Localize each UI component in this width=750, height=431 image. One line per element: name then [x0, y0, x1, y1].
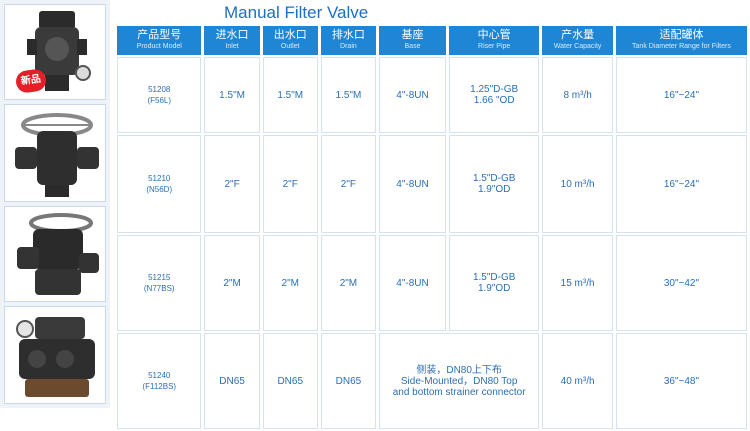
- cell-base: 4"-8UN: [379, 57, 447, 133]
- cell-drain: DN65: [320, 333, 376, 429]
- valve-photo-f112bs: [4, 306, 106, 404]
- header-water-capacity: 产水量 Water Capacity: [542, 26, 613, 55]
- valve-photo-n56d: [4, 104, 106, 202]
- spec-table: 产品型号 Product Model 进水口 Inlet 出水口 Outlet 排水口…: [114, 24, 750, 431]
- cell-base: 4"-8UN: [379, 135, 447, 233]
- cell-tank: 36"~48": [615, 333, 747, 429]
- cell-outlet: 1.5"M: [262, 57, 318, 133]
- header-outlet: 出水口 Outlet: [262, 26, 318, 55]
- table-row: 51215 (N77BS) 2"M 2"M 2"M 4"-8UN 1.5"D-GB…: [117, 235, 747, 331]
- header-base: 基座 Base: [379, 26, 447, 55]
- cell-riser-pipe: 1.5"D-GB 1.9"OD: [449, 135, 540, 233]
- cell-capacity: 40 m³/h: [542, 333, 613, 429]
- cell-base-riser-merged: 侧装，DN80上下布 Side-Mounted，DN80 Top and botto…: [379, 333, 540, 429]
- cell-base: 4"-8UN: [379, 235, 447, 331]
- table-row: 51210 (N56D) 2"F 2"F 2"F 4"-8UN 1.5"D-GB 1…: [117, 135, 747, 233]
- header-product-model: 产品型号 Product Model: [117, 26, 202, 55]
- cell-outlet: 2"M: [262, 235, 318, 331]
- cell-model: 51208 (F56L): [117, 57, 202, 133]
- cell-model: 51215 (N77BS): [117, 235, 202, 331]
- cell-drain: 2"F: [320, 135, 376, 233]
- cell-tank: 16"~24": [615, 135, 747, 233]
- cell-capacity: 10 m³/h: [542, 135, 613, 233]
- cell-capacity: 15 m³/h: [542, 235, 613, 331]
- cell-outlet: 2"F: [262, 135, 318, 233]
- cell-riser-pipe: 1.25"D-GB 1.66 "OD: [449, 57, 540, 133]
- table-header-row: 产品型号 Product Model 进水口 Inlet 出水口 Outlet 排水口…: [117, 26, 747, 55]
- cell-drain: 1.5"M: [320, 57, 376, 133]
- header-inlet: 进水口 Inlet: [204, 26, 260, 55]
- cell-inlet: DN65: [204, 333, 260, 429]
- cell-outlet: DN65: [262, 333, 318, 429]
- header-riser-pipe: 中心管 Riser Pipe: [449, 26, 540, 55]
- valve-photo-n77bs: [4, 206, 106, 302]
- product-photo-column: 新品: [0, 0, 110, 408]
- table-row: 51208 (F56L) 1.5"M 1.5"M 1.5"M 4"-8UN 1.2…: [117, 57, 747, 133]
- cell-model: 51210 (N56D): [117, 135, 202, 233]
- cell-riser-pipe: 1.5"D-GB 1.9"OD: [449, 235, 540, 331]
- cell-inlet: 2"M: [204, 235, 260, 331]
- header-tank-diameter: 适配罐体 Tank Diameter Range for Filters: [615, 26, 747, 55]
- page-title: Manual Filter Valve: [224, 3, 369, 22]
- header-drain: 排水口 Drain: [320, 26, 376, 55]
- cell-tank: 30"~42": [615, 235, 747, 331]
- cell-inlet: 2"F: [204, 135, 260, 233]
- cell-tank: 16"~24": [615, 57, 747, 133]
- cell-drain: 2"M: [320, 235, 376, 331]
- cell-model: 51240 (F112BS): [117, 333, 202, 429]
- cell-inlet: 1.5"M: [204, 57, 260, 133]
- table-row: 51240 (F112BS) DN65 DN65 DN65 侧装，DN80上下布 S…: [117, 333, 747, 429]
- cell-capacity: 8 m³/h: [542, 57, 613, 133]
